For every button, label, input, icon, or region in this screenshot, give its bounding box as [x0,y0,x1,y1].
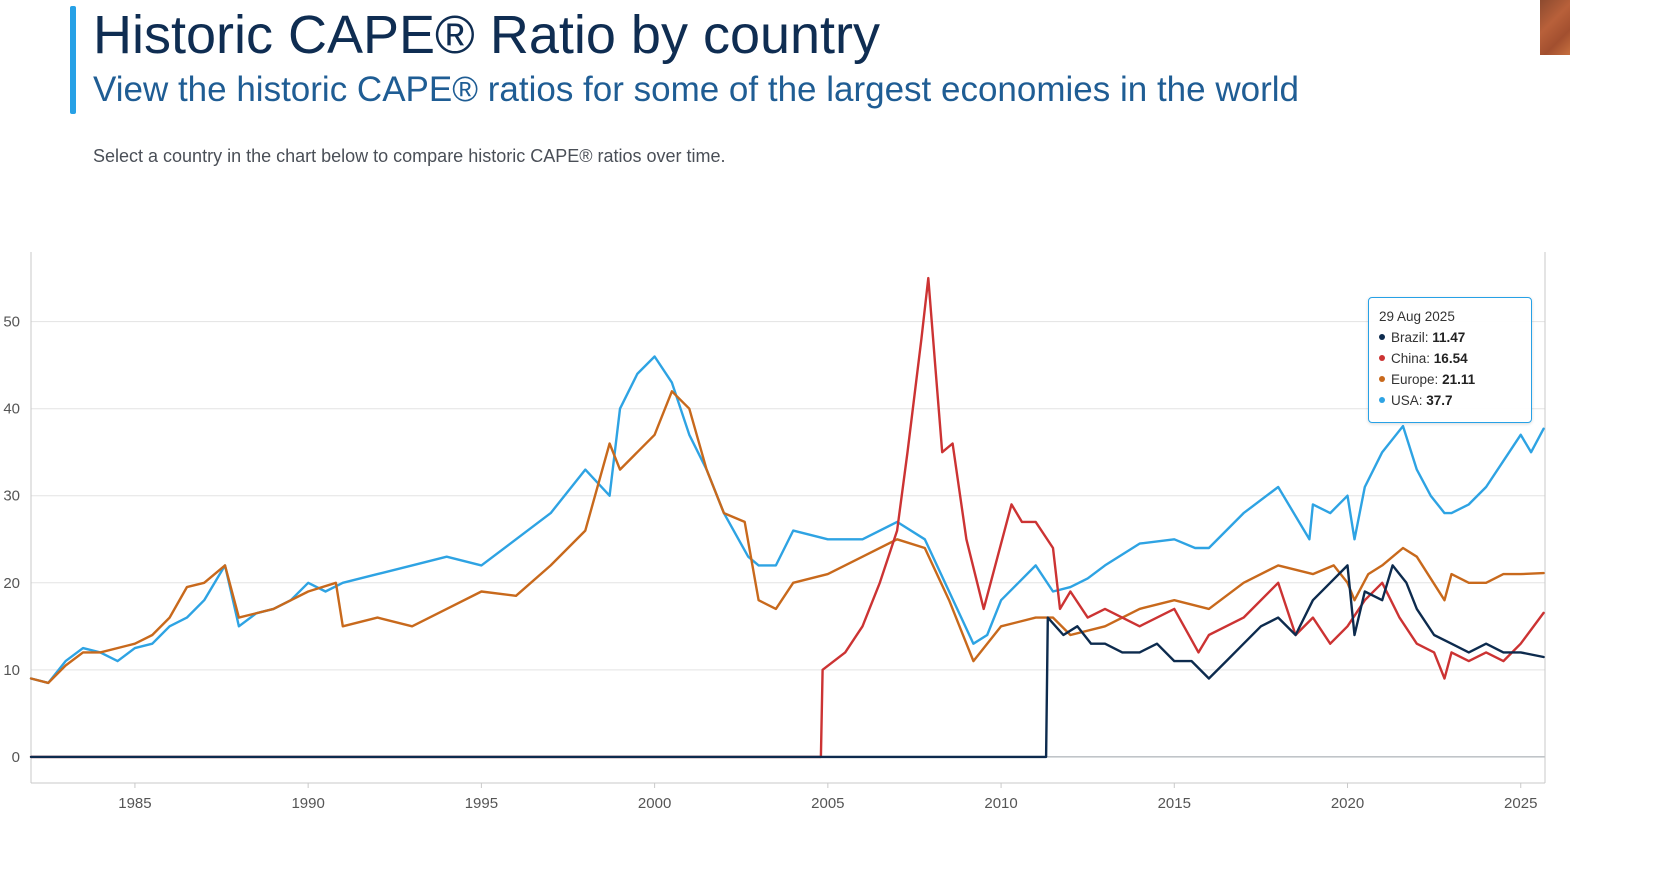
x-tick-label: 1985 [118,795,151,812]
chart-series[interactable] [29,276,1545,759]
x-tick-label: 2010 [984,795,1017,812]
header-accent-bar [70,6,76,114]
tooltip-value: 11.47 [1432,330,1466,345]
series-line-europe[interactable] [29,390,1545,685]
chart-tick-labels: 0 10 20 30 40 50 1985 1990 1995 2000 2005 2010 2015 2… [3,314,1537,812]
chart-tooltip: 29 Aug 2025 Brazil: 11.47 China: 16.54 E… [1368,297,1532,423]
x-tick-label: 2025 [1504,795,1537,812]
tooltip-row-china: China: 16.54 [1379,351,1468,366]
x-tick-label: 2000 [638,795,671,812]
x-tick-label: 2020 [1331,795,1364,812]
tooltip-label: Brazil: [1391,330,1429,345]
x-tick-label: 2015 [1158,795,1191,812]
tooltip-label: China: [1391,351,1431,366]
x-tick-label: 1990 [291,795,324,812]
x-tick-label: 2005 [811,795,844,812]
chart-grid [31,321,1545,758]
tooltip-value: 21.11 [1442,372,1476,387]
series-line-brazil[interactable] [29,564,1545,759]
page-title: Historic CAPE® Ratio by country [93,5,881,65]
chart-axes [30,252,1546,788]
cape-line-chart[interactable]: 0 10 20 30 40 50 1985 1990 1995 2000 2005 2010 2015 2… [0,240,1573,830]
y-tick-label: 0 [12,749,20,766]
y-tick-label: 40 [3,401,20,418]
tooltip-row-europe: Europe: 21.11 [1379,372,1475,387]
decorative-image [1540,0,1570,55]
series-line-china[interactable] [29,276,1545,759]
y-tick-label: 30 [3,488,20,505]
tooltip-row-usa: USA: 37.7 [1379,393,1453,408]
europe-dot-icon [1379,376,1385,383]
y-tick-label: 50 [3,314,20,331]
tooltip-value: 37.7 [1426,393,1453,408]
series-line-usa[interactable] [29,355,1545,685]
y-tick-label: 10 [3,662,20,679]
tooltip-date: 29 Aug 2025 [1379,309,1455,324]
chart-instructions: Select a country in the chart below to c… [93,146,726,166]
tooltip-value: 16.54 [1433,351,1468,366]
x-tick-label: 1995 [465,795,498,812]
brazil-dot-icon [1379,334,1385,341]
page-subtitle: View the historic CAPE® ratios for some … [93,70,1299,109]
y-tick-label: 20 [3,575,20,592]
tooltip-label: USA: [1391,393,1423,408]
china-dot-icon [1379,355,1385,362]
tooltip-label: Europe: [1391,372,1439,387]
usa-dot-icon [1379,397,1385,404]
tooltip-row-brazil: Brazil: 11.47 [1379,330,1465,345]
